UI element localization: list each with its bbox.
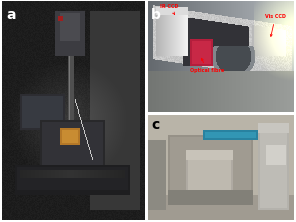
Text: Optical fibre: Optical fibre	[190, 58, 224, 73]
Text: Vis CCD: Vis CCD	[265, 14, 286, 36]
Text: IR CCD: IR CCD	[160, 4, 178, 14]
Text: a: a	[6, 8, 15, 22]
Text: c: c	[151, 118, 159, 132]
Text: b: b	[151, 8, 161, 22]
